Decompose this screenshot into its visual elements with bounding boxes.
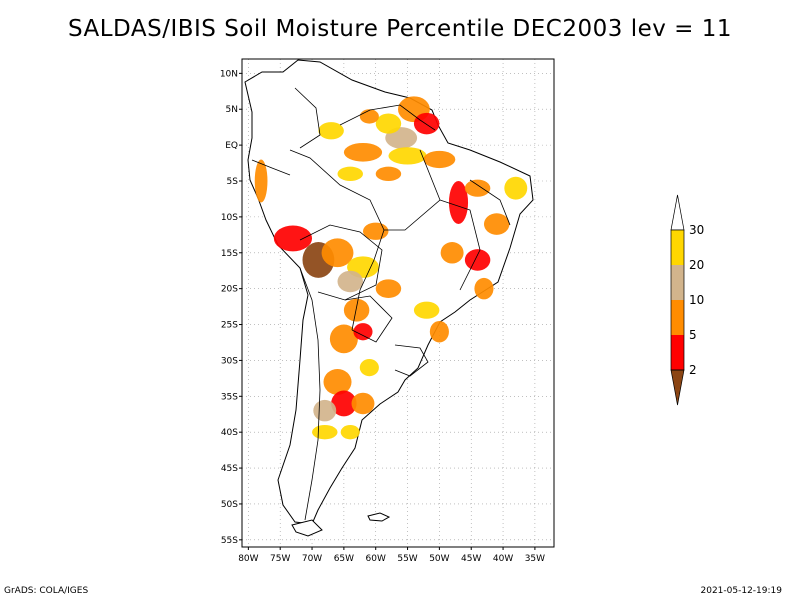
soil-moisture-anomalies — [254, 96, 528, 440]
anomaly-patch — [448, 181, 469, 225]
anomaly-patch — [340, 425, 360, 440]
anomaly-patch — [440, 242, 464, 264]
anomaly-patch — [312, 425, 338, 440]
border-venezuela-colombia — [294, 87, 321, 149]
anomaly-patch — [375, 166, 402, 181]
anomaly-patch — [464, 249, 491, 271]
lat-tick-label: 55S — [221, 536, 238, 546]
legend-level-label: 20 — [689, 258, 704, 272]
legend-level-label: 10 — [689, 293, 704, 307]
lon-tick-label: 45W — [461, 554, 481, 564]
map-title: SALDAS/IBIS Soil Moisture Percentile DEC… — [67, 16, 733, 42]
lon-tick-label: 60W — [366, 554, 386, 564]
longitude-tick-labels: 80W 75W 70W 65W 60W 55W 50W 45W 40W 35W — [238, 547, 545, 564]
map-frame-border — [241, 58, 555, 548]
lat-tick-label: 45S — [221, 464, 238, 474]
border-brazil-west — [289, 149, 385, 331]
legend-level-label: 2 — [689, 363, 697, 377]
country-borders — [251, 87, 511, 521]
anomaly-patch — [331, 390, 357, 417]
lat-tick-label: 10S — [221, 213, 238, 223]
anomaly-patch — [388, 147, 427, 165]
legend-bin-5-10 — [671, 300, 684, 335]
anomaly-patch — [375, 279, 402, 298]
footer-timestamp: 2021-05-12-19:19 — [700, 586, 783, 596]
anomaly-patch — [323, 369, 352, 395]
anomaly-patch — [429, 320, 449, 343]
border-andes — [299, 267, 321, 521]
anomaly-patch — [313, 399, 337, 422]
lat-tick-label: 50S — [221, 500, 238, 510]
legend-bin-20-30 — [671, 230, 684, 265]
anomaly-patch — [504, 176, 528, 200]
footer-credit: GrADS: COLA/IGES — [4, 586, 89, 596]
lat-tick-label: EQ — [225, 141, 238, 151]
lon-tick-label: 70W — [302, 554, 322, 564]
legend-bin-below-2 — [670, 369, 685, 406]
lon-tick-label: 65W — [334, 554, 354, 564]
lat-tick-label: 35S — [221, 392, 238, 402]
legend-level-label: 5 — [689, 328, 697, 342]
color-legend: 2 5 10 20 30 — [670, 194, 704, 406]
anomaly-patch — [337, 270, 363, 293]
border-ecuador-peru — [251, 159, 291, 176]
falkland-islands — [367, 512, 391, 522]
legend-bin-10-20 — [671, 265, 684, 300]
lat-tick-label: 5N — [226, 105, 238, 115]
legend-bin-above-30 — [670, 194, 685, 231]
anomaly-patch — [413, 112, 440, 135]
anomaly-patch — [343, 142, 383, 162]
anomaly-patch — [254, 159, 268, 203]
brazil-states — [384, 149, 511, 291]
anomaly-patch — [273, 225, 313, 252]
anomaly-patch — [483, 213, 510, 235]
anomaly-patch — [464, 179, 491, 197]
border-paraguay — [344, 295, 393, 343]
lon-tick-label: 40W — [493, 554, 513, 564]
anomaly-patch — [359, 109, 379, 124]
border-uruguay — [394, 344, 429, 377]
anomaly-patch — [474, 277, 494, 300]
lat-tick-label: 20S — [221, 285, 238, 295]
anomaly-patch — [351, 392, 375, 415]
lon-tick-label: 55W — [397, 554, 417, 564]
lat-tick-label: 10N — [220, 69, 238, 79]
anomaly-patch — [318, 122, 344, 140]
tierra-del-fuego — [291, 519, 323, 537]
lon-tick-label: 80W — [238, 554, 258, 564]
anomaly-patch — [329, 324, 358, 354]
anomaly-patch — [375, 113, 402, 134]
anomaly-patch — [337, 166, 363, 181]
legend-level-label: 30 — [689, 223, 704, 237]
lon-tick-label: 35W — [525, 554, 545, 564]
lon-tick-label: 75W — [270, 554, 290, 564]
legend-bar-outline — [670, 229, 685, 371]
lat-tick-label: 40S — [221, 428, 238, 438]
anomaly-patch — [359, 358, 379, 377]
lat-tick-label: 15S — [221, 249, 238, 259]
lon-tick-label: 50W — [429, 554, 449, 564]
lat-tick-label: 5S — [227, 177, 239, 187]
anomaly-patch — [413, 301, 440, 319]
anomaly-patch — [321, 238, 354, 268]
lat-tick-label: 25S — [221, 321, 238, 331]
anomaly-patch — [423, 150, 456, 169]
border-brazil-north — [339, 104, 436, 131]
anomaly-patch — [343, 298, 370, 322]
latitude-tick-labels: 10N 5N EQ 5S 10S 15S 20S 25S 30S 35S 40S 45S 50S 55S — [220, 69, 242, 546]
legend-bin-2-5 — [671, 335, 684, 370]
lat-tick-label: 30S — [221, 356, 238, 366]
anomaly-patch — [353, 323, 373, 341]
